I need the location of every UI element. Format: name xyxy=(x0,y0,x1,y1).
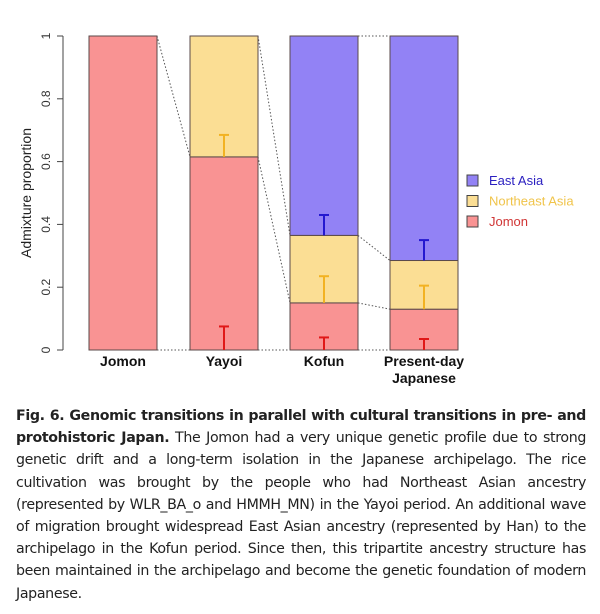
bars xyxy=(88,35,459,351)
legend-swatch xyxy=(466,215,479,228)
bar-segment-east-asia xyxy=(289,35,359,236)
connector-line xyxy=(357,234,391,261)
x-tick-label: Present-day xyxy=(384,353,464,369)
connector-line xyxy=(156,35,191,158)
legend-swatch xyxy=(466,195,479,207)
bar-segment-jomon xyxy=(88,35,158,351)
connector-line xyxy=(257,35,291,236)
bar-segment-east-asia xyxy=(389,35,459,262)
connector-lines xyxy=(156,35,391,351)
legend-label: Northeast Asia xyxy=(489,194,574,209)
y-tick-label: 0.6 xyxy=(39,153,53,170)
bar-segment-jomon xyxy=(189,156,259,351)
caption-body: The Jomon had a very unique genetic prof… xyxy=(16,430,586,602)
x-tick-label: Kofun xyxy=(304,353,344,369)
y-tick-label: 0 xyxy=(39,346,53,353)
x-tick-label: Japanese xyxy=(392,370,456,386)
x-tick-label: Yayoi xyxy=(206,353,243,369)
legend-label: Jomon xyxy=(489,214,528,229)
y-tick-label: 0.4 xyxy=(39,216,53,233)
y-tick-label: 0.8 xyxy=(39,90,53,107)
y-axis-label: Admixture proportion xyxy=(18,128,34,258)
y-tick-label: 1 xyxy=(39,32,53,39)
legend: East Asia Northeast Asia Jomon xyxy=(466,173,574,229)
error-bars xyxy=(219,133,429,350)
admixture-chart: 0 0.2 0.4 0.6 0.8 1 Admixture proportion Jomo… xyxy=(18,32,574,386)
y-tick-label: 0.2 xyxy=(39,279,53,296)
legend-swatch xyxy=(466,174,479,187)
connector-line xyxy=(357,302,391,310)
figure-caption: Fig. 6. Genomic transitions in parallel … xyxy=(16,405,586,605)
caption-title: Fig. 6. Genomic transitions in parallel … xyxy=(16,408,586,447)
y-axis: 0 0.2 0.4 0.6 0.8 1 xyxy=(39,32,64,353)
legend-label: East Asia xyxy=(489,173,544,188)
connector-line xyxy=(257,156,291,304)
x-tick-label: Jomon xyxy=(100,353,146,369)
